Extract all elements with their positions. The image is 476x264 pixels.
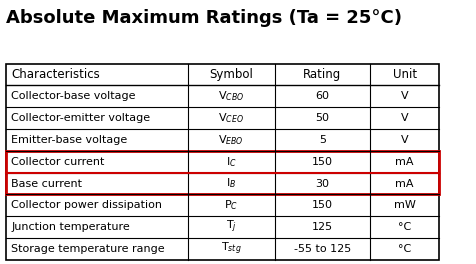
Text: I$_{B}$: I$_{B}$ [226, 177, 237, 190]
Text: -55 to 125: -55 to 125 [294, 244, 351, 254]
Text: Symbol: Symbol [209, 68, 253, 81]
Text: V$_{CBO}$: V$_{CBO}$ [218, 89, 244, 103]
Text: V$_{EBO}$: V$_{EBO}$ [218, 133, 244, 147]
Text: mA: mA [396, 157, 414, 167]
Text: V: V [401, 91, 408, 101]
Text: Absolute Maximum Ratings (Ta = 25°C): Absolute Maximum Ratings (Ta = 25°C) [6, 9, 402, 27]
Text: 150: 150 [312, 200, 333, 210]
Text: 125: 125 [312, 222, 333, 232]
Text: Characteristics: Characteristics [11, 68, 100, 81]
Text: Collector current: Collector current [11, 157, 105, 167]
Text: Collector-base voltage: Collector-base voltage [11, 91, 136, 101]
Text: V$_{CEO}$: V$_{CEO}$ [218, 111, 244, 125]
Text: °C: °C [398, 222, 411, 232]
Text: 150: 150 [312, 157, 333, 167]
Text: 60: 60 [315, 91, 329, 101]
Text: Junction temperature: Junction temperature [11, 222, 130, 232]
Text: Unit: Unit [393, 68, 417, 81]
Text: V: V [401, 113, 408, 123]
Text: T$_{stg}$: T$_{stg}$ [221, 241, 242, 257]
Text: Emitter-base voltage: Emitter-base voltage [11, 135, 128, 145]
Text: Rating: Rating [303, 68, 341, 81]
Text: V: V [401, 135, 408, 145]
Text: I$_{C}$: I$_{C}$ [226, 155, 237, 168]
Text: °C: °C [398, 244, 411, 254]
Text: Storage temperature range: Storage temperature range [11, 244, 165, 254]
Text: 50: 50 [315, 113, 329, 123]
Text: Base current: Base current [11, 178, 82, 188]
Text: Collector power dissipation: Collector power dissipation [11, 200, 162, 210]
Text: 5: 5 [319, 135, 326, 145]
Text: mW: mW [394, 200, 416, 210]
Text: T$_{j}$: T$_{j}$ [226, 219, 237, 235]
Text: Collector-emitter voltage: Collector-emitter voltage [11, 113, 150, 123]
Text: mA: mA [396, 178, 414, 188]
Text: 30: 30 [315, 178, 329, 188]
Text: P$_{C}$: P$_{C}$ [224, 199, 238, 212]
